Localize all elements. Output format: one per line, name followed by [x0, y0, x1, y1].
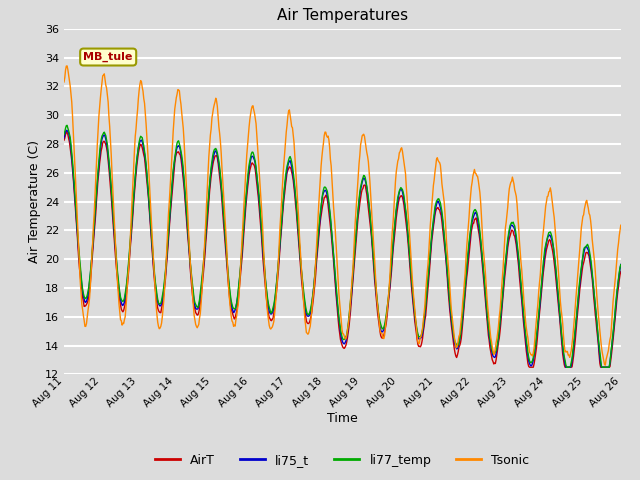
- li77_temp: [428, 239, 435, 245]
- Text: MB_tule: MB_tule: [83, 52, 133, 62]
- li75_t: [562, 364, 570, 370]
- Tsonic: [128, 196, 136, 202]
- Tsonic: [214, 114, 222, 120]
- Legend: AirT, li75_t, li77_temp, Tsonic: AirT, li75_t, li77_temp, Tsonic: [150, 449, 534, 472]
- li77_temp: [185, 237, 193, 243]
- li75_t: [63, 128, 70, 133]
- li77_temp: [128, 213, 136, 219]
- AirT: [525, 364, 533, 370]
- AirT: [128, 222, 136, 228]
- Tsonic: [71, 161, 79, 167]
- AirT: [617, 269, 625, 275]
- Line: Tsonic: Tsonic: [64, 66, 621, 365]
- li75_t: [428, 241, 435, 247]
- Line: li77_temp: li77_temp: [64, 125, 621, 367]
- li75_t: [617, 262, 625, 267]
- Title: Air Temperatures: Air Temperatures: [277, 9, 408, 24]
- li75_t: [214, 157, 222, 163]
- AirT: [63, 129, 70, 134]
- Tsonic: [617, 222, 625, 228]
- Tsonic: [63, 63, 71, 69]
- Line: AirT: AirT: [64, 132, 621, 367]
- li77_temp: [214, 154, 222, 160]
- AirT: [71, 198, 79, 204]
- Line: li75_t: li75_t: [64, 131, 621, 367]
- Tsonic: [185, 231, 193, 237]
- li77_temp: [411, 311, 419, 316]
- Tsonic: [428, 213, 435, 218]
- li77_temp: [60, 132, 68, 138]
- Tsonic: [602, 362, 609, 368]
- li77_temp: [617, 262, 625, 267]
- li77_temp: [63, 122, 71, 128]
- li77_temp: [563, 364, 570, 370]
- Tsonic: [60, 79, 68, 85]
- AirT: [411, 319, 419, 324]
- AirT: [428, 247, 435, 252]
- li75_t: [60, 135, 68, 141]
- X-axis label: Time: Time: [327, 412, 358, 425]
- AirT: [60, 137, 68, 143]
- Y-axis label: Air Temperature (C): Air Temperature (C): [28, 140, 41, 263]
- li75_t: [411, 312, 419, 318]
- li75_t: [128, 217, 136, 223]
- AirT: [185, 244, 193, 250]
- li75_t: [71, 193, 79, 199]
- li75_t: [185, 240, 193, 245]
- Tsonic: [411, 306, 419, 312]
- li77_temp: [71, 190, 79, 196]
- AirT: [214, 160, 222, 166]
